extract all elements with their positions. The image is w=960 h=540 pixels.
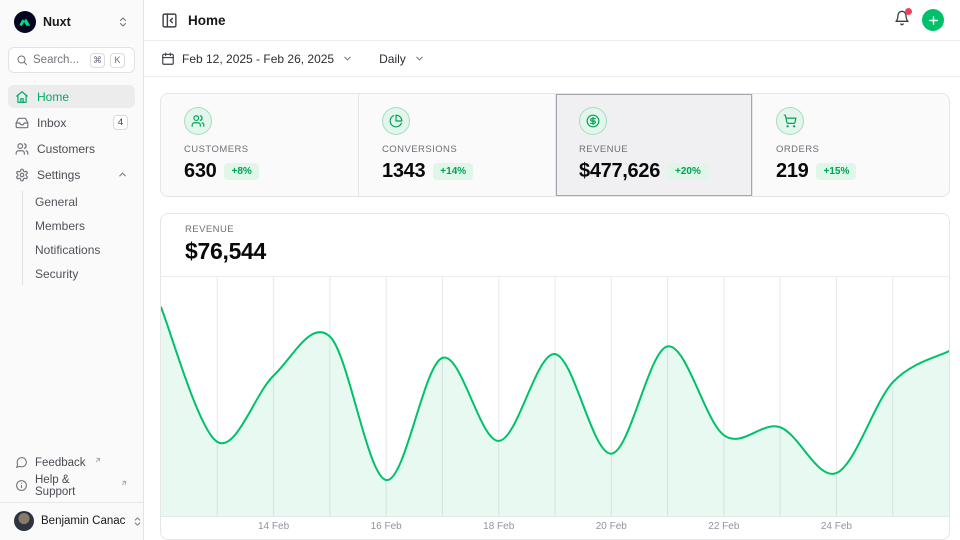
notifications-button[interactable] <box>894 7 912 31</box>
chevron-up-down-icon <box>117 16 129 28</box>
sidebar-item-security[interactable]: Security <box>35 267 79 281</box>
avatar <box>14 511 34 531</box>
feedback-link[interactable]: Feedback <box>8 452 135 473</box>
chart-header: REVENUE $76,544 <box>161 214 949 277</box>
chevron-up-icon <box>117 169 128 180</box>
calendar-icon <box>161 52 175 66</box>
sidebar-item-label: Inbox <box>37 115 67 130</box>
date-range-picker[interactable]: Feb 12, 2025 - Feb 26, 2025 <box>161 52 353 66</box>
inbox-count-badge: 4 <box>113 115 128 130</box>
inbox-icon <box>15 116 29 130</box>
add-button[interactable] <box>922 9 944 31</box>
notification-dot <box>905 7 912 15</box>
stats-panel: CUSTOMERS 630 +8% CONVERSIONS 1343 +14% <box>160 93 950 197</box>
chevron-down-icon <box>342 53 353 64</box>
external-link-icon <box>120 479 128 487</box>
stat-value: 630 <box>184 160 217 182</box>
sidebar-spacer <box>8 285 135 452</box>
main-area: Home Feb 12, 2025 - Feb 26, 2025 <box>144 0 960 540</box>
users-icon <box>15 142 29 156</box>
stat-card-revenue[interactable]: REVENUE $477,626 +20% <box>555 94 752 196</box>
stat-label: ORDERS <box>776 144 820 155</box>
chevron-up-down-icon <box>132 516 143 527</box>
workspace-switcher[interactable]: Nuxt <box>8 9 135 35</box>
help-support-link[interactable]: Help & Support <box>8 473 135 498</box>
interval-select[interactable]: Daily <box>379 52 425 66</box>
x-tick-label: 22 Feb <box>708 521 740 532</box>
topbar: Home <box>144 0 960 41</box>
help-support-label: Help & Support <box>35 473 76 498</box>
x-tick-label: 18 Feb <box>483 521 515 532</box>
kbd-meta: ⌘ <box>90 52 105 68</box>
sidebar-item-notifications[interactable]: Notifications <box>35 243 101 257</box>
pie-chart-icon <box>382 107 410 135</box>
chart-x-axis: 14 Feb 16 Feb 18 Feb 20 Feb 22 Feb 24 Feb <box>161 517 949 539</box>
stat-delta-badge: +20% <box>668 163 708 180</box>
cart-icon <box>776 107 804 135</box>
nuxt-logo-icon <box>14 11 36 33</box>
sidebar-item-general[interactable]: General <box>35 195 78 209</box>
interval-value: Daily <box>379 51 406 66</box>
bell-icon <box>895 10 909 25</box>
stat-card-conversions[interactable]: CONVERSIONS 1343 +14% <box>358 94 555 196</box>
x-tick-label: 14 Feb <box>257 521 290 532</box>
sidebar-item-members[interactable]: Members <box>35 219 86 233</box>
chart-area-fill <box>161 307 949 517</box>
workspace-name: Nuxt <box>43 15 71 29</box>
content: CUSTOMERS 630 +8% CONVERSIONS 1343 +14% <box>144 77 960 540</box>
sidebar-item-inbox[interactable]: Inbox 4 <box>8 111 135 134</box>
sidebar: Nuxt ⌘ K Home Inbo <box>0 0 144 540</box>
users-icon <box>184 107 212 135</box>
chevron-down-icon <box>414 53 425 64</box>
stat-delta-badge: +14% <box>433 163 474 180</box>
chart-metric-label: REVENUE <box>185 224 235 235</box>
filter-toolbar: Feb 12, 2025 - Feb 26, 2025 Daily <box>144 41 960 77</box>
sidebar-item-label: Customers <box>37 141 96 156</box>
feedback-label: Feedback <box>35 456 86 469</box>
stat-label: CONVERSIONS <box>382 144 458 155</box>
revenue-chart-card: REVENUE $76,544 14 Feb 16 Feb 18 Feb 20 Feb… <box>160 213 950 540</box>
search-icon <box>16 54 28 66</box>
gear-icon <box>15 168 29 182</box>
stat-value: 219 <box>776 160 809 182</box>
stat-delta-badge: +15% <box>816 163 857 180</box>
date-range-value: Feb 12, 2025 - Feb 26, 2025 <box>182 51 335 66</box>
collapse-sidebar-icon[interactable] <box>161 12 178 29</box>
x-tick-label: 24 Feb <box>820 521 852 532</box>
sidebar-item-label: Settings <box>37 167 81 182</box>
settings-subnav: General Members Notifications Security <box>22 191 135 285</box>
chart-metric-value: $76,544 <box>185 238 267 264</box>
search-field[interactable] <box>33 54 85 66</box>
kbd-k: K <box>110 52 125 68</box>
stat-label: CUSTOMERS <box>184 144 249 155</box>
sidebar-item-settings[interactable]: Settings <box>8 163 135 186</box>
sidebar-item-label: Home <box>37 89 70 104</box>
sidebar-item-home[interactable]: Home <box>8 85 135 108</box>
search-input[interactable]: ⌘ K <box>8 47 135 73</box>
circle-dollar-icon <box>579 107 607 135</box>
revenue-chart-svg <box>161 277 949 517</box>
speech-bubble-icon <box>15 456 28 469</box>
sidebar-nav: Home Inbox 4 Customers Settings <box>8 85 135 285</box>
home-icon <box>15 90 29 104</box>
x-tick-label: 20 Feb <box>595 521 627 532</box>
stat-card-customers[interactable]: CUSTOMERS 630 +8% <box>161 94 358 196</box>
sidebar-item-customers[interactable]: Customers <box>8 137 135 160</box>
stat-delta-badge: +8% <box>224 163 259 180</box>
chart-line <box>161 307 949 480</box>
page-title: Home <box>188 12 226 28</box>
stat-value: 1343 <box>382 160 426 182</box>
stat-label: REVENUE <box>579 144 629 155</box>
stat-card-orders[interactable]: ORDERS 219 +15% <box>752 94 949 196</box>
chart-plot-area[interactable] <box>161 277 949 517</box>
x-tick-label: 16 Feb <box>370 521 402 532</box>
stat-value: $477,626 <box>579 160 661 182</box>
external-link-icon <box>94 456 102 464</box>
sidebar-footer: Feedback Help & Support <box>8 452 135 502</box>
user-name: Benjamin Canac <box>41 515 126 527</box>
info-circle-icon <box>15 479 28 492</box>
user-menu[interactable]: Benjamin Canac <box>0 502 143 540</box>
plus-icon <box>928 15 938 25</box>
